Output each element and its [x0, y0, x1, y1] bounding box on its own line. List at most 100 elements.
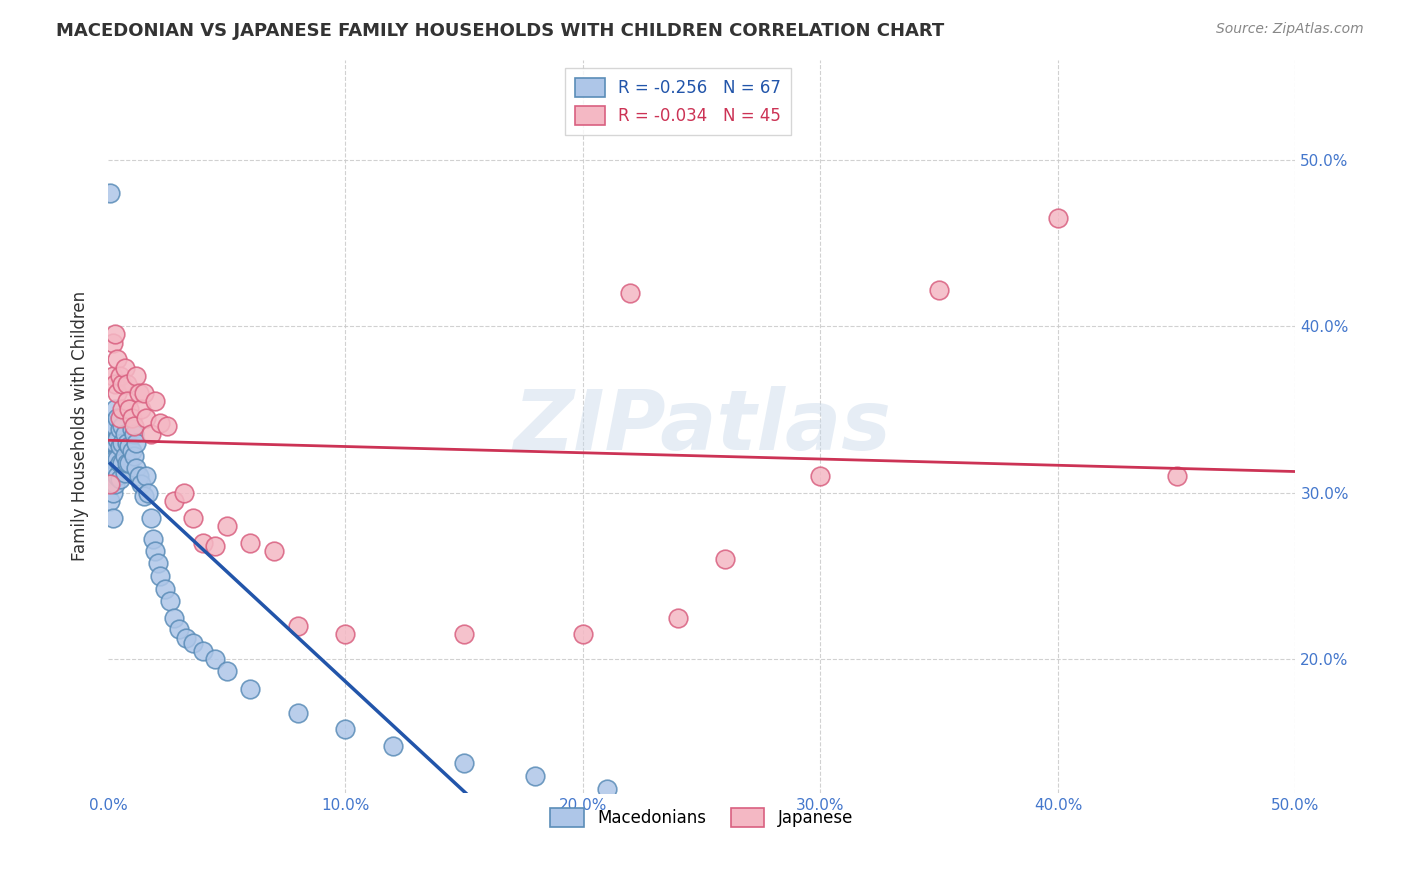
Point	[335, 627, 357, 641]
Point	[138, 485, 160, 500]
Point	[125, 435, 148, 450]
Point	[122, 419, 145, 434]
Point	[173, 485, 195, 500]
Point	[101, 369, 124, 384]
Point	[810, 469, 832, 483]
Point	[153, 582, 176, 597]
Point	[111, 435, 134, 450]
Point	[121, 422, 143, 436]
Point	[453, 756, 475, 770]
Point	[183, 510, 205, 524]
Point	[239, 682, 262, 697]
Point	[121, 444, 143, 458]
Point	[104, 460, 127, 475]
Point	[159, 594, 181, 608]
Point	[115, 394, 138, 409]
Point	[128, 385, 150, 400]
Point	[104, 402, 127, 417]
Point	[101, 452, 124, 467]
Point	[139, 427, 162, 442]
Point	[239, 535, 262, 549]
Point	[107, 385, 129, 400]
Point	[98, 494, 121, 508]
Point	[111, 377, 134, 392]
Point	[107, 469, 129, 483]
Point	[111, 456, 134, 470]
Point	[108, 369, 131, 384]
Point	[524, 769, 547, 783]
Point	[111, 419, 134, 434]
Point	[149, 569, 172, 583]
Point	[135, 469, 157, 483]
Text: ZIPatlas: ZIPatlas	[513, 385, 890, 467]
Point	[163, 494, 186, 508]
Point	[149, 416, 172, 430]
Point	[101, 510, 124, 524]
Point	[101, 485, 124, 500]
Point	[666, 611, 689, 625]
Point	[115, 435, 138, 450]
Point	[104, 419, 127, 434]
Point	[382, 739, 405, 753]
Point	[163, 611, 186, 625]
Point	[287, 619, 309, 633]
Point	[714, 552, 737, 566]
Point	[122, 427, 145, 442]
Point	[215, 664, 238, 678]
Point	[118, 456, 141, 470]
Point	[287, 706, 309, 720]
Text: MACEDONIAN VS JAPANESE FAMILY HOUSEHOLDS WITH CHILDREN CORRELATION CHART: MACEDONIAN VS JAPANESE FAMILY HOUSEHOLDS…	[56, 22, 945, 40]
Point	[135, 410, 157, 425]
Point	[107, 410, 129, 425]
Point	[128, 469, 150, 483]
Point	[335, 723, 357, 737]
Point	[114, 449, 136, 463]
Point	[98, 186, 121, 200]
Point	[98, 460, 121, 475]
Point	[101, 419, 124, 434]
Point	[191, 644, 214, 658]
Point	[146, 556, 169, 570]
Point	[1166, 469, 1188, 483]
Point	[108, 422, 131, 436]
Y-axis label: Family Households with Children: Family Households with Children	[72, 291, 89, 561]
Point	[104, 327, 127, 342]
Point	[98, 444, 121, 458]
Point	[204, 539, 226, 553]
Point	[115, 377, 138, 392]
Point	[104, 435, 127, 450]
Point	[453, 627, 475, 641]
Point	[1046, 211, 1069, 225]
Point	[215, 519, 238, 533]
Point	[115, 456, 138, 470]
Point	[132, 385, 155, 400]
Point	[104, 452, 127, 467]
Point	[114, 427, 136, 442]
Point	[107, 452, 129, 467]
Point	[132, 489, 155, 503]
Point	[928, 283, 950, 297]
Point	[156, 419, 179, 434]
Point	[145, 394, 167, 409]
Point	[108, 456, 131, 470]
Point	[104, 477, 127, 491]
Point	[101, 469, 124, 483]
Point	[183, 636, 205, 650]
Point	[101, 335, 124, 350]
Point	[145, 544, 167, 558]
Point	[108, 472, 131, 486]
Point	[167, 623, 190, 637]
Point	[142, 533, 165, 547]
Point	[114, 466, 136, 480]
Point	[176, 631, 198, 645]
Point	[108, 439, 131, 453]
Point	[98, 427, 121, 442]
Point	[263, 544, 285, 558]
Point	[139, 510, 162, 524]
Point	[98, 477, 121, 491]
Point	[107, 352, 129, 367]
Point	[129, 402, 152, 417]
Point	[204, 652, 226, 666]
Point	[125, 369, 148, 384]
Point	[101, 435, 124, 450]
